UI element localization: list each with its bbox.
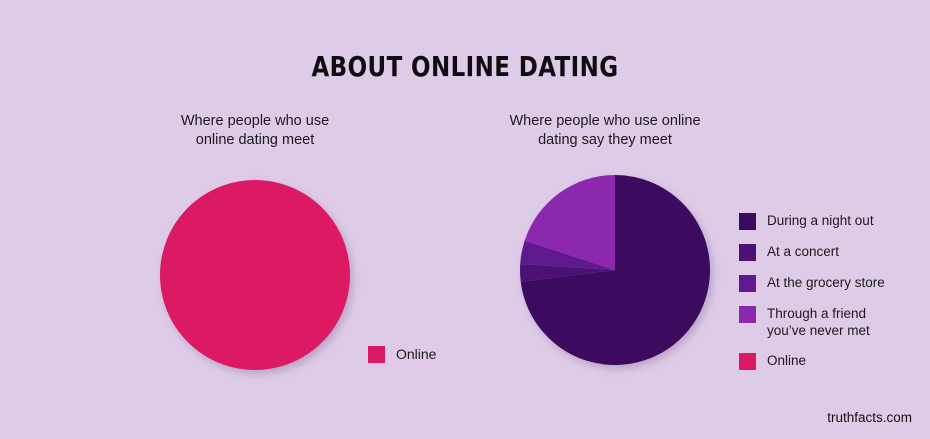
left-pie-chart xyxy=(160,180,353,374)
right-pie-chart xyxy=(520,175,713,369)
pie-slice xyxy=(520,264,615,282)
right-legend-item: Online xyxy=(739,352,885,370)
legend-color-swatch xyxy=(739,244,756,261)
legend-item-label: At a concert xyxy=(767,244,840,259)
legend-item-label: At the grocery store xyxy=(767,275,885,290)
legend-color-swatch xyxy=(739,353,756,370)
legend-color-swatch xyxy=(739,306,756,323)
left-chart-subtitle: Where people who use online dating meet xyxy=(180,113,330,148)
page-title: ABOUT ONLINE DATING xyxy=(311,50,619,83)
legend-color-swatch xyxy=(368,346,385,363)
right-legend-item: At a concert xyxy=(739,243,885,261)
left-legend-item: Online xyxy=(368,345,436,363)
legend-item-label: Through a friend you’ve never met xyxy=(767,306,870,338)
left-pie-svg xyxy=(160,180,350,370)
right-chart-legend: During a night out At a concert At the gro… xyxy=(739,212,885,383)
legend-color-swatch xyxy=(739,213,756,230)
legend-item-label: Online xyxy=(767,353,807,368)
right-pie-svg xyxy=(520,175,710,365)
right-legend-item: During a night out xyxy=(739,212,885,230)
legend-color-swatch xyxy=(739,275,756,292)
source-watermark: truthfacts.com xyxy=(827,410,912,425)
legend-item-label: Online xyxy=(396,345,437,362)
legend-item-label: During a night out xyxy=(767,213,874,228)
right-chart-subtitle: Where people who use online dating say t… xyxy=(509,113,701,148)
left-chart-legend: Online xyxy=(368,345,436,363)
pie-slice xyxy=(160,180,350,370)
right-legend-item: Through a friend you’ve never met xyxy=(739,305,885,339)
pie-slice xyxy=(524,175,615,270)
right-legend-item: At the grocery store xyxy=(739,274,885,292)
pie-slice xyxy=(520,175,710,365)
pie-slice xyxy=(520,240,615,270)
